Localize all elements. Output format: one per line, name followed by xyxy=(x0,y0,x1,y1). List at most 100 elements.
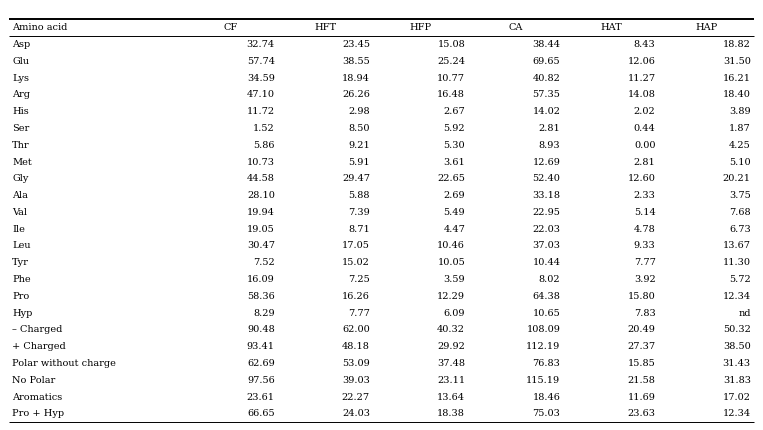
Text: 33.18: 33.18 xyxy=(533,191,560,200)
Text: 37.03: 37.03 xyxy=(533,242,560,251)
Text: 3.61: 3.61 xyxy=(443,157,465,166)
Text: 23.45: 23.45 xyxy=(342,40,370,49)
Text: 15.02: 15.02 xyxy=(342,258,370,267)
Text: His: His xyxy=(12,107,29,116)
Text: 47.10: 47.10 xyxy=(246,90,275,99)
Text: 44.58: 44.58 xyxy=(247,174,275,183)
Text: 108.09: 108.09 xyxy=(526,326,560,335)
Text: 5.88: 5.88 xyxy=(349,191,370,200)
Text: 10.77: 10.77 xyxy=(437,74,465,83)
Text: 8.71: 8.71 xyxy=(348,225,370,233)
Text: 10.65: 10.65 xyxy=(533,309,560,318)
Text: Thr: Thr xyxy=(12,141,30,150)
Text: 38.50: 38.50 xyxy=(723,342,751,351)
Text: 5.30: 5.30 xyxy=(443,141,465,150)
Text: 48.18: 48.18 xyxy=(342,342,370,351)
Text: 19.05: 19.05 xyxy=(247,225,275,233)
Text: 10.73: 10.73 xyxy=(246,157,275,166)
Text: 2.33: 2.33 xyxy=(634,191,655,200)
Text: 2.67: 2.67 xyxy=(443,107,465,116)
Text: 38.55: 38.55 xyxy=(343,57,370,66)
Text: 8.43: 8.43 xyxy=(634,40,655,49)
Text: 64.38: 64.38 xyxy=(533,292,560,301)
Text: 30.47: 30.47 xyxy=(246,242,275,251)
Text: 21.58: 21.58 xyxy=(628,376,655,385)
Text: 22.65: 22.65 xyxy=(437,174,465,183)
Text: 53.09: 53.09 xyxy=(343,359,370,368)
Text: 15.08: 15.08 xyxy=(437,40,465,49)
Text: 8.50: 8.50 xyxy=(349,124,370,133)
Text: 8.93: 8.93 xyxy=(539,141,560,150)
Text: Polar without charge: Polar without charge xyxy=(12,359,116,368)
Text: 7.83: 7.83 xyxy=(634,309,655,318)
Text: Leu: Leu xyxy=(12,242,31,251)
Text: 2.98: 2.98 xyxy=(349,107,370,116)
Text: 24.03: 24.03 xyxy=(342,409,370,418)
Text: 50.32: 50.32 xyxy=(723,326,751,335)
Text: 97.56: 97.56 xyxy=(247,376,275,385)
Text: 23.61: 23.61 xyxy=(246,393,275,402)
Text: 2.69: 2.69 xyxy=(443,191,465,200)
Text: 17.02: 17.02 xyxy=(723,393,751,402)
Text: 9.21: 9.21 xyxy=(348,141,370,150)
Text: 2.02: 2.02 xyxy=(634,107,655,116)
Text: 0.00: 0.00 xyxy=(634,141,655,150)
Text: 31.43: 31.43 xyxy=(723,359,751,368)
Text: HFT: HFT xyxy=(314,23,336,32)
Text: 12.06: 12.06 xyxy=(628,57,655,66)
Text: 5.91: 5.91 xyxy=(349,157,370,166)
Text: 4.47: 4.47 xyxy=(443,225,465,233)
Text: 40.82: 40.82 xyxy=(533,74,560,83)
Text: 11.27: 11.27 xyxy=(627,74,655,83)
Text: No Polar: No Polar xyxy=(12,376,56,385)
Text: 1.52: 1.52 xyxy=(253,124,275,133)
Text: 28.10: 28.10 xyxy=(247,191,275,200)
Text: 5.14: 5.14 xyxy=(634,208,655,217)
Text: 19.94: 19.94 xyxy=(247,208,275,217)
Text: nd: nd xyxy=(739,309,751,318)
Text: 11.72: 11.72 xyxy=(246,107,275,116)
Text: Pro: Pro xyxy=(12,292,30,301)
Text: Hyp: Hyp xyxy=(12,309,33,318)
Text: 20.49: 20.49 xyxy=(628,326,655,335)
Text: 7.39: 7.39 xyxy=(348,208,370,217)
Text: 22.95: 22.95 xyxy=(533,208,560,217)
Text: Arg: Arg xyxy=(12,90,31,99)
Text: HAP: HAP xyxy=(695,23,717,32)
Text: 40.32: 40.32 xyxy=(437,326,465,335)
Text: 26.26: 26.26 xyxy=(342,90,370,99)
Text: 52.40: 52.40 xyxy=(533,174,560,183)
Text: 25.24: 25.24 xyxy=(437,57,465,66)
Text: 12.69: 12.69 xyxy=(533,157,560,166)
Text: 23.11: 23.11 xyxy=(437,376,465,385)
Text: 29.47: 29.47 xyxy=(342,174,370,183)
Text: 18.38: 18.38 xyxy=(437,409,465,418)
Text: 34.59: 34.59 xyxy=(247,74,275,83)
Text: HFP: HFP xyxy=(410,23,432,32)
Text: Asp: Asp xyxy=(12,40,31,49)
Text: 7.77: 7.77 xyxy=(634,258,655,267)
Text: – Charged: – Charged xyxy=(12,326,63,335)
Text: 58.36: 58.36 xyxy=(247,292,275,301)
Text: 62.69: 62.69 xyxy=(247,359,275,368)
Text: 2.81: 2.81 xyxy=(634,157,655,166)
Text: 31.50: 31.50 xyxy=(723,57,751,66)
Text: 20.21: 20.21 xyxy=(723,174,751,183)
Text: 31.83: 31.83 xyxy=(723,376,751,385)
Text: 6.73: 6.73 xyxy=(729,225,751,233)
Text: 12.34: 12.34 xyxy=(723,292,751,301)
Text: 90.48: 90.48 xyxy=(247,326,275,335)
Text: Tyr: Tyr xyxy=(12,258,29,267)
Text: 16.26: 16.26 xyxy=(342,292,370,301)
Text: 15.85: 15.85 xyxy=(628,359,655,368)
Text: Gly: Gly xyxy=(12,174,28,183)
Text: 12.34: 12.34 xyxy=(723,409,751,418)
Text: 32.74: 32.74 xyxy=(246,40,275,49)
Text: 2.81: 2.81 xyxy=(539,124,560,133)
Text: Ala: Ala xyxy=(12,191,28,200)
Text: Amino acid: Amino acid xyxy=(12,23,68,32)
Text: 3.75: 3.75 xyxy=(729,191,751,200)
Text: 7.77: 7.77 xyxy=(348,309,370,318)
Text: 10.46: 10.46 xyxy=(437,242,465,251)
Text: 57.74: 57.74 xyxy=(246,57,275,66)
